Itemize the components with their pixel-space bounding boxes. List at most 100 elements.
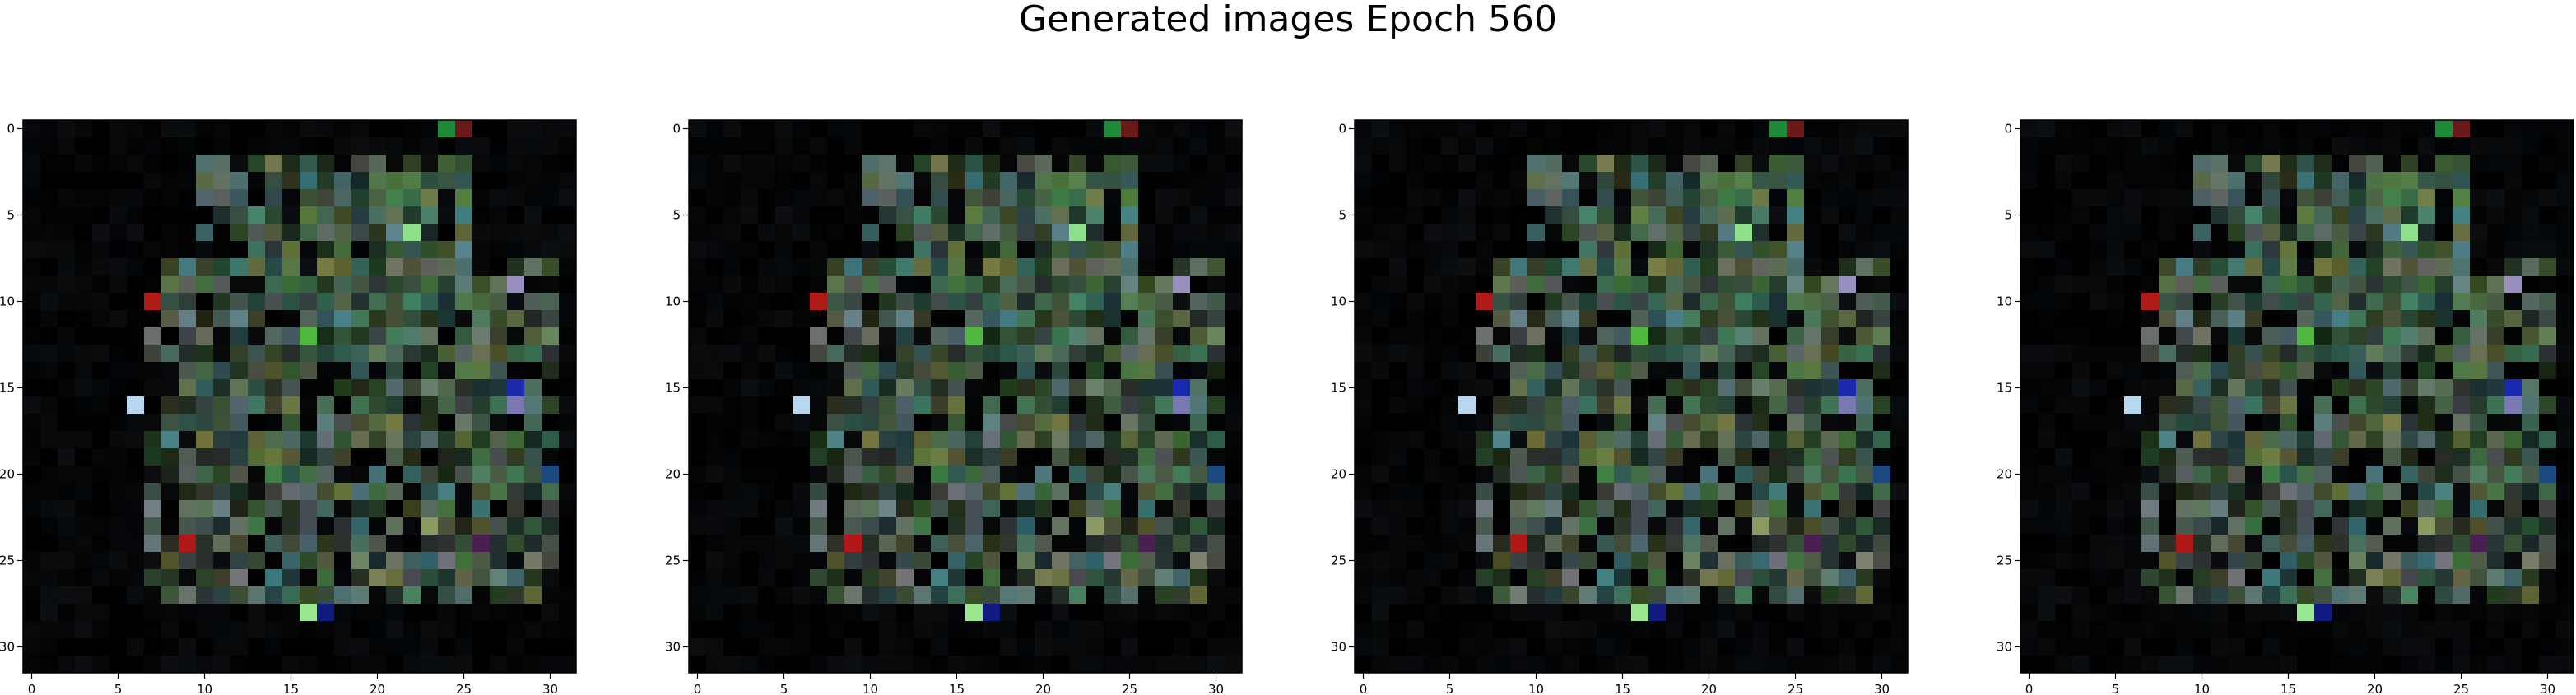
image-pixel <box>1017 500 1035 518</box>
image-pixel <box>1476 224 1494 242</box>
image-pixel <box>75 656 93 674</box>
image-pixel <box>2090 224 2108 242</box>
image-pixel <box>1017 517 1035 535</box>
image-pixel <box>1873 448 1891 466</box>
image-pixel <box>265 552 283 570</box>
image-pixel <box>2193 189 2211 207</box>
image-pixel <box>1493 569 1511 587</box>
image-pixel <box>844 517 863 535</box>
image-pixel <box>793 362 811 380</box>
image-pixel <box>2539 241 2557 259</box>
image-pixel <box>1769 224 1788 242</box>
image-pixel <box>2522 189 2540 207</box>
image-pixel <box>2504 172 2523 190</box>
image-pixel <box>1407 206 1425 225</box>
image-pixel <box>455 535 473 553</box>
image-pixel <box>1579 621 1597 639</box>
image-pixel <box>1718 656 1736 674</box>
image-pixel <box>965 120 983 138</box>
image-pixel <box>2020 293 2039 311</box>
image-pixel <box>758 448 776 466</box>
image-pixel <box>1207 137 1225 155</box>
image-pixel <box>282 500 300 518</box>
image-pixel <box>1718 155 1736 173</box>
image-pixel <box>810 552 828 570</box>
image-pixel <box>144 310 162 328</box>
image-pixel <box>144 604 162 622</box>
image-pixel <box>1069 431 1087 449</box>
image-pixel <box>1355 362 1373 380</box>
image-pixel <box>144 586 162 605</box>
image-pixel <box>421 241 439 259</box>
image-pixel <box>2124 189 2142 207</box>
image-pixel <box>2280 137 2298 155</box>
image-pixel <box>92 396 110 415</box>
image-pixel <box>300 500 318 518</box>
image-pixel <box>455 293 473 311</box>
image-pixel <box>1666 431 1684 449</box>
image-pixel <box>2107 656 2125 674</box>
image-pixel <box>40 414 58 432</box>
image-pixel <box>196 569 214 587</box>
image-pixel <box>386 500 404 518</box>
image-pixel <box>1225 552 1243 570</box>
image-pixel <box>1873 362 1891 380</box>
image-pixel <box>1207 258 1225 276</box>
image-pixel <box>2418 379 2436 397</box>
image-pixel <box>1017 414 1035 432</box>
image-pixel <box>421 466 439 484</box>
image-pixel <box>196 431 214 449</box>
image-pixel <box>2332 258 2350 276</box>
image-pixel <box>1614 293 1632 311</box>
image-pixel <box>438 569 456 587</box>
image-pixel <box>1407 638 1425 656</box>
image-pixel <box>1787 362 1805 380</box>
image-pixel <box>1579 293 1597 311</box>
image-pixel <box>179 120 197 138</box>
image-pixel <box>1035 569 1053 587</box>
image-pixel <box>265 656 283 674</box>
image-pixel <box>1545 120 1563 138</box>
image-pixel <box>1579 206 1597 225</box>
image-pixel <box>793 483 811 501</box>
image-pixel <box>1839 466 1857 484</box>
image-pixel <box>1856 137 1874 155</box>
image-pixel <box>1735 241 1753 259</box>
image-pixel <box>844 638 863 656</box>
image-pixel <box>1355 293 1373 311</box>
image-pixel <box>1355 638 1373 656</box>
image-pixel <box>758 137 776 155</box>
image-pixel <box>161 483 179 501</box>
image-pixel <box>1035 483 1053 501</box>
x-tick-label: 10 <box>863 682 878 695</box>
image-pixel <box>793 172 811 190</box>
y-tick-label: 10 <box>1997 294 2012 309</box>
image-pixel <box>1225 327 1243 345</box>
image-pixel <box>507 535 525 553</box>
image-pixel <box>1207 241 1225 259</box>
image-pixel-highlight <box>1735 224 1752 241</box>
image-pixel <box>2383 172 2402 190</box>
image-pixel <box>2522 448 2540 466</box>
image-pixel <box>741 362 759 380</box>
image-pixel <box>1173 586 1191 605</box>
y-tick-label: 20 <box>1997 467 2012 482</box>
image-pixel <box>2072 414 2090 432</box>
image-pixel <box>161 137 179 155</box>
image-pixel <box>369 466 387 484</box>
image-pixel <box>1545 258 1563 276</box>
image-pixel <box>1804 483 1822 501</box>
image-pixel <box>2297 414 2315 432</box>
image-pixel <box>1190 155 1208 173</box>
image-pixel <box>879 120 897 138</box>
image-pixel <box>1207 224 1225 242</box>
image-pixel <box>2020 396 2039 415</box>
image-pixel <box>542 569 560 587</box>
image-pixel <box>1700 414 1718 432</box>
image-pixel <box>2418 293 2436 311</box>
image-pixel <box>1225 189 1243 207</box>
image-pixel <box>386 638 404 656</box>
image-pixel <box>2435 483 2453 501</box>
image-pixel <box>507 517 525 535</box>
image-pixel <box>1017 327 1035 345</box>
